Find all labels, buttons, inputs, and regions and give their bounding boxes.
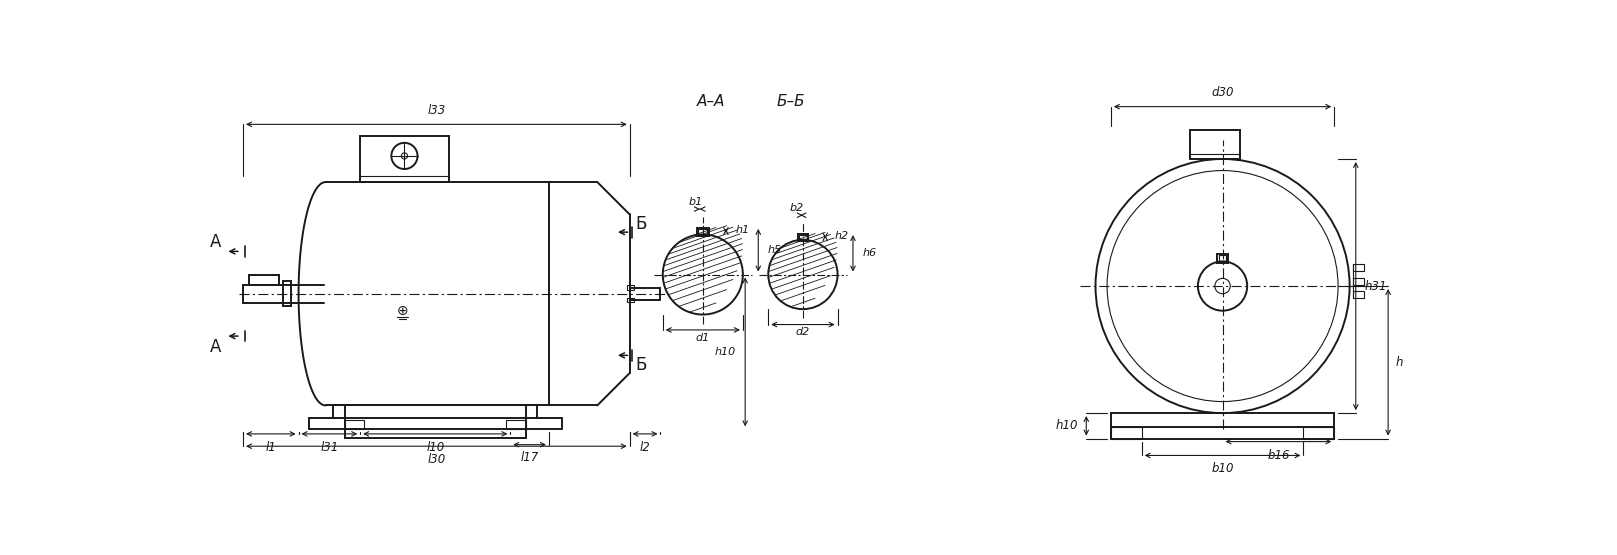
Bar — [1353, 291, 1365, 299]
Text: d1: d1 — [695, 332, 710, 342]
Text: ⊕: ⊕ — [396, 304, 409, 317]
Text: l33: l33 — [427, 104, 446, 117]
Text: l30: l30 — [427, 453, 446, 466]
Text: h10: h10 — [715, 347, 736, 357]
Text: h31: h31 — [1365, 280, 1387, 292]
Text: b10: b10 — [1211, 462, 1234, 476]
Bar — [627, 285, 634, 290]
Text: l17: l17 — [521, 451, 538, 464]
Text: d2: d2 — [796, 327, 810, 337]
Bar — [1219, 255, 1226, 261]
Bar — [344, 420, 364, 429]
Text: l1: l1 — [265, 441, 277, 454]
Bar — [283, 281, 291, 306]
Bar — [697, 228, 708, 236]
Text: h5: h5 — [768, 245, 781, 255]
Text: Б–Б: Б–Б — [778, 94, 805, 109]
Text: b16: b16 — [1268, 448, 1290, 462]
Text: h2: h2 — [834, 231, 849, 241]
Text: А: А — [210, 233, 222, 251]
Text: Б: Б — [635, 215, 647, 234]
Text: h10: h10 — [1056, 420, 1079, 432]
Text: l2: l2 — [640, 441, 650, 454]
Bar — [699, 229, 708, 235]
Bar — [1303, 427, 1334, 438]
Text: Б: Б — [635, 356, 647, 374]
Text: А: А — [210, 338, 222, 356]
Bar — [506, 420, 526, 429]
Bar — [627, 297, 634, 302]
Text: b1: b1 — [689, 197, 703, 207]
Bar — [1353, 278, 1365, 285]
Bar — [361, 136, 450, 182]
Text: h6: h6 — [862, 248, 876, 258]
Bar — [1353, 264, 1365, 271]
Bar — [799, 235, 807, 241]
Bar — [1190, 130, 1240, 159]
Text: h: h — [1395, 356, 1404, 369]
Bar — [1111, 427, 1142, 438]
Bar — [797, 234, 808, 241]
Text: l31: l31 — [320, 441, 338, 454]
Text: d30: d30 — [1211, 86, 1234, 99]
Text: b2: b2 — [791, 203, 804, 213]
Bar — [1111, 413, 1334, 427]
Bar — [333, 405, 537, 418]
Bar — [344, 405, 526, 438]
Text: l10: l10 — [427, 441, 445, 454]
Bar — [249, 275, 280, 285]
Bar — [1218, 254, 1227, 263]
Text: h1: h1 — [736, 225, 749, 235]
Text: А–А: А–А — [697, 94, 724, 109]
